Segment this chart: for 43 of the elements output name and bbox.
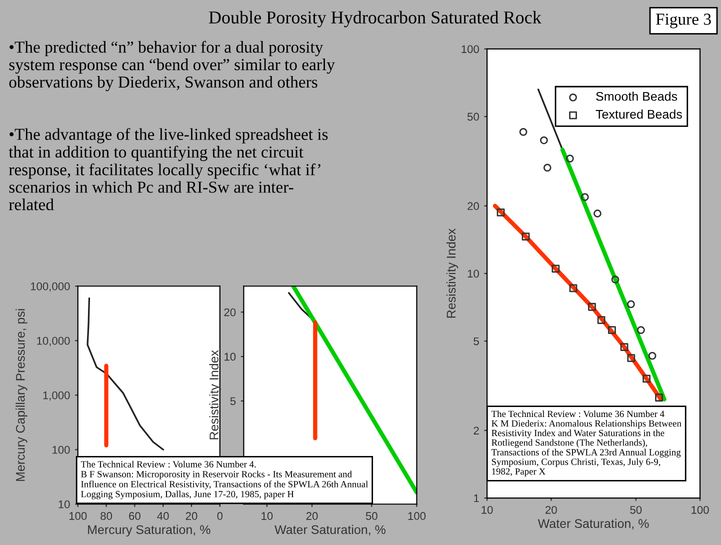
y-tick-label: 20 bbox=[224, 308, 236, 316]
x-tick-label: 100 bbox=[692, 506, 709, 514]
y-tick-label: 10 bbox=[468, 270, 479, 278]
x-tick-label: 20 bbox=[186, 512, 198, 520]
y-tick-label: 100,000 bbox=[30, 282, 70, 292]
x-tick-label: 10 bbox=[262, 512, 273, 520]
legend-label: Textured Beads bbox=[596, 110, 682, 119]
y-axis-title: Mercury Capillary Pressure, psi bbox=[16, 309, 28, 481]
x-axis-title: Mercury Saturation, % bbox=[88, 524, 210, 537]
y-axis-title: Resistivity Index bbox=[446, 228, 458, 318]
y-tick-label: 10 bbox=[224, 352, 236, 361]
legend-label: Smooth Beads bbox=[596, 92, 678, 101]
x-tick-label: 80 bbox=[100, 512, 112, 520]
y-tick-label: 5 bbox=[230, 397, 236, 406]
x-tick-label: 60 bbox=[129, 512, 140, 520]
y-tick-label: 100 bbox=[462, 45, 479, 54]
y-tick-label: 5 bbox=[474, 337, 479, 346]
caption: Figure 3 bbox=[656, 14, 711, 28]
annotation: The Technical Review : Volume 36 Number 4 K M Diederix: Anomalous Relationships Between Resistivity Index and Water Saturations in the Rotliegend Sandstone (The Netherlands), Transactions of the SPWLA 23rd Annual Logging Symposium, Corpus Christi, Texas, July 6-9, 1982, Paper X bbox=[491, 410, 682, 477]
y-tick-label: 20 bbox=[468, 202, 479, 210]
text: •The advantage of the live-linked spreadsheet is that in addition to quantifying the net circuit response, it facilitates locally specific ‘what if’ scenarios in which Pc and RI-Sw are inter- related bbox=[8, 128, 328, 210]
text: Double Porosity Hydrocarbon Saturated Rock bbox=[208, 10, 542, 28]
x-tick-label: 0 bbox=[217, 512, 223, 520]
y-tick-label: 10 bbox=[58, 500, 70, 508]
x-tick-label: 20 bbox=[546, 506, 557, 514]
text: •The predicted “n” behavior for a dual porosity system response can “bend over” similar to early observations by Diederix, Swanson and others bbox=[9, 40, 335, 92]
x-tick-label: 50 bbox=[366, 512, 378, 520]
y-tick-label: 1,000 bbox=[43, 391, 70, 401]
x-tick-label: 100 bbox=[69, 512, 87, 520]
x-tick-label: 100 bbox=[408, 512, 426, 520]
y-axis-title: Resistivity Index bbox=[209, 350, 221, 440]
x-tick-label: 40 bbox=[157, 512, 169, 520]
y-tick-label: 2 bbox=[474, 426, 479, 434]
x-tick-label: 50 bbox=[630, 506, 642, 514]
y-tick-label: 1 bbox=[474, 494, 479, 502]
annotation: The Technical Review : Volume 36 Number 4. B F Swanson: Microporosity in Reservoir Rocks - Its Measurement and Influence on Electrical Resistivity, Transactions of the SPWLA 26th Annual Logging Symposium, Dallas, June 17-20, 1985, paper H bbox=[80, 460, 368, 500]
x-axis-title: Water Saturation, % bbox=[538, 518, 649, 530]
y-tick-label: 100 bbox=[52, 446, 70, 454]
y-tick-label: 10,000 bbox=[37, 336, 70, 346]
x-tick-label: 10 bbox=[482, 506, 493, 514]
x-tick-label: 20 bbox=[306, 512, 318, 520]
x-axis-title: Water Saturation, % bbox=[274, 524, 386, 536]
y-tick-label: 50 bbox=[467, 112, 479, 121]
